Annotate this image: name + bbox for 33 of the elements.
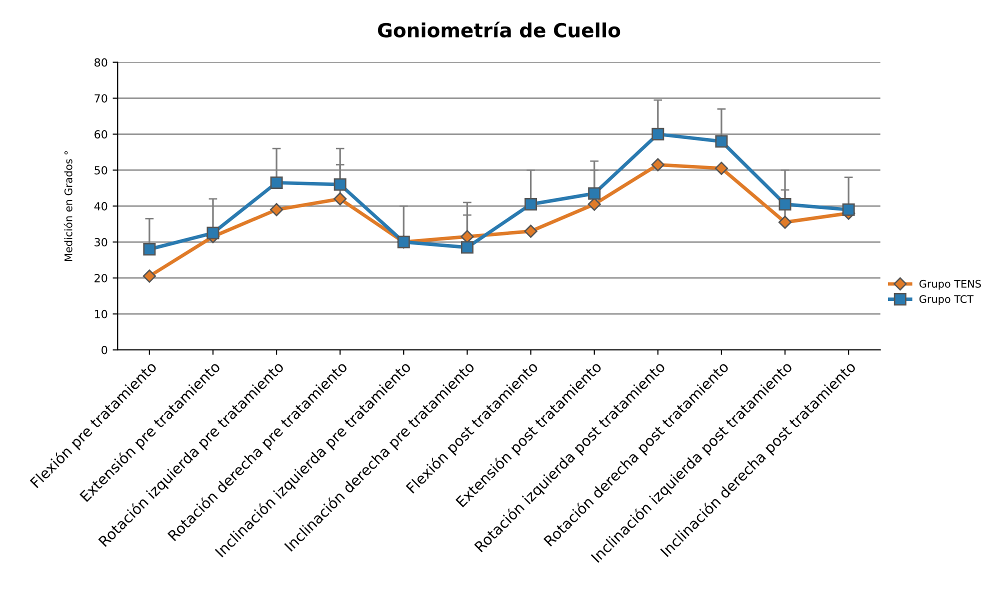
point <box>270 176 283 189</box>
chart-title: Goniometría de Cuello <box>378 22 620 38</box>
point <box>143 242 156 256</box>
y-tick-label: 40 <box>94 202 108 210</box>
y-tick-label: 20 <box>94 274 108 282</box>
point <box>842 203 855 216</box>
point <box>778 216 792 229</box>
point <box>524 198 538 211</box>
y-axis-title: Medición en Grados ° <box>64 151 72 261</box>
point <box>142 270 156 283</box>
y-tick-label: 10 <box>95 310 108 318</box>
y-tick-label: 70 <box>94 94 108 103</box>
point <box>714 162 728 175</box>
legend-label: Grupo TCT <box>919 295 974 306</box>
y-tick-label: 30 <box>94 238 108 246</box>
y-tick-label: 0 <box>102 346 108 354</box>
point <box>460 241 474 254</box>
y-tick-label: 60 <box>94 130 108 139</box>
point <box>270 203 284 216</box>
point <box>588 198 601 211</box>
y-tick-label: 80 <box>94 58 108 67</box>
point <box>715 135 728 148</box>
point <box>206 226 220 240</box>
point <box>778 198 792 211</box>
point <box>588 187 601 200</box>
legend-label: Grupo TENS <box>919 280 981 290</box>
point <box>651 158 664 172</box>
point <box>334 178 346 191</box>
point <box>460 230 474 244</box>
point <box>652 128 664 140</box>
point <box>524 224 538 238</box>
point <box>334 192 347 206</box>
y-tick-label: 50 <box>94 166 108 174</box>
